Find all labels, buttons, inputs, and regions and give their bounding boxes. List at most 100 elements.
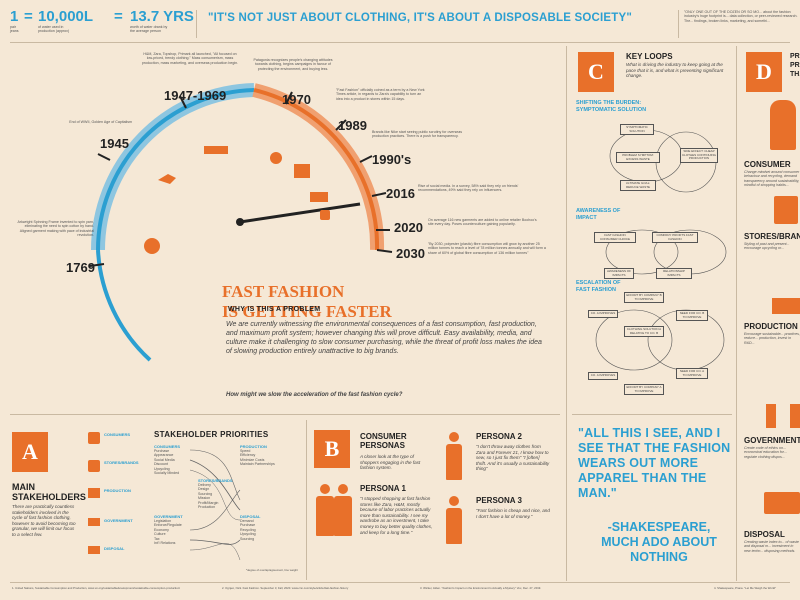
priority-consumers-label: CONSUMERS bbox=[154, 444, 181, 449]
loop-3-title: ESCALATION OF FAST FASHION bbox=[576, 280, 621, 293]
priorities-production: PRODUCTION Speed Efficiency Minimize Cos… bbox=[240, 444, 300, 467]
priority-item: Upcycling bbox=[154, 466, 170, 471]
priorities-government: GOVERNMENT Legislation Enforce/Regulate … bbox=[154, 514, 204, 545]
why-question: How might we slow the acceleration of th… bbox=[226, 392, 403, 398]
year-1947-1969: 1947-1969 bbox=[164, 88, 227, 103]
equals-sign-1: = bbox=[24, 8, 33, 25]
stakeholder-production: PRODUCTION bbox=[104, 488, 131, 493]
year-1945-note: End of WWII, Golden Age of Capitalism bbox=[69, 120, 132, 124]
spinning-frame-icon bbox=[144, 238, 160, 254]
priority-item: Production bbox=[198, 505, 216, 510]
priority-item: Efficiency bbox=[240, 453, 256, 458]
shakespeare-attribution: -SHAKESPEARE, MUCH ADO ABOUT NOTHING bbox=[601, 520, 717, 564]
top-rule bbox=[10, 42, 790, 43]
loop-2-node: COMPANY PROFITS FAST FASHION bbox=[652, 232, 698, 244]
divider-cd bbox=[736, 46, 737, 581]
year-1970: 1970 bbox=[282, 92, 311, 107]
middle-divider bbox=[566, 46, 567, 581]
stat-equation: 1 pair jeans = 10,000L of water used in … bbox=[10, 8, 195, 38]
priority-item: Socially Minded bbox=[154, 471, 180, 476]
priority-item: Economy bbox=[154, 527, 169, 532]
priority-stores-label: STORES/BRANDS bbox=[198, 478, 233, 483]
loop-1-title: SHIFTING THE BURDEN: SYMPTOMATIC SOLUTIO… bbox=[576, 100, 647, 113]
gauge-arc-orange-inner bbox=[253, 88, 380, 251]
persona-3-name: PERSONA 3 bbox=[476, 496, 522, 505]
priorities-connections bbox=[189, 449, 241, 561]
c-quote-rule bbox=[572, 414, 732, 415]
d-item-government-text: Create code of ethics on... economical e… bbox=[744, 446, 787, 459]
section-b-badge: B bbox=[314, 430, 350, 468]
gauge-hub bbox=[236, 218, 244, 226]
year-1990s: 1990's bbox=[372, 152, 412, 167]
persona-1-figure bbox=[316, 484, 352, 538]
persona-1-quote: "I stopped shopping at fast fashion stor… bbox=[360, 496, 433, 535]
loop-1-node: SIDE EFFECT: CHEAP CLOTHES CONTINUING PR… bbox=[680, 148, 718, 163]
stat-pair-label: pair jeans bbox=[10, 25, 19, 34]
top-divider-right bbox=[678, 10, 679, 38]
section-b-title: CONSUMER PERSONAS bbox=[360, 432, 407, 450]
d-item-stores-name: STORES/BRAN... bbox=[744, 232, 800, 241]
section-c-title: KEY LOOPS bbox=[626, 52, 673, 61]
footer-rule bbox=[10, 582, 790, 583]
equals-sign-2: = bbox=[114, 8, 123, 25]
section-d-title: PR... PR... TH... bbox=[790, 53, 800, 78]
d-item-production-name: PRODUCTION bbox=[744, 322, 798, 331]
d-item-government-name: GOVERNMENT bbox=[744, 436, 800, 445]
priority-item: Appearance bbox=[154, 453, 174, 458]
priority-item: Recycling bbox=[240, 527, 256, 532]
stat-years-number: 13.7 YRS bbox=[130, 8, 194, 25]
priority-item: Tax bbox=[154, 536, 160, 541]
top-divider bbox=[196, 10, 197, 38]
priority-item: Speed bbox=[240, 449, 251, 453]
loop-3-node: NEED FOR CO. B TO IMPROVE bbox=[676, 310, 708, 322]
d-item-consumer-name: CONSUMER bbox=[744, 160, 791, 169]
priority-government-label: GOVERNMENT bbox=[154, 514, 183, 519]
priorities-footnote: *degree of overlap/agreement, line weigh… bbox=[246, 568, 298, 572]
section-b-intro: A closer look at the type of shoppers en… bbox=[360, 454, 421, 471]
main-title: FAST FASHION IS GETTING FASTER bbox=[222, 282, 392, 322]
section-a-body: There are practically countless stakehol… bbox=[12, 504, 76, 537]
year-2016: 2016 bbox=[386, 186, 415, 201]
d-item-consumer-text: Change mindset around consumer behaviour… bbox=[744, 170, 800, 188]
year-1989-note: "Fast Fashion" officially coined as a te… bbox=[336, 88, 425, 101]
loop-2-node: FAST FASHION CONSUMER CHOICE bbox=[594, 232, 636, 244]
loop-3-node: NEED FOR CO. A TO IMPROVE bbox=[676, 368, 708, 380]
gauge-arc-blue-inner bbox=[96, 88, 255, 251]
timeline-gauge bbox=[89, 83, 393, 362]
d-item-production-text: Encourage sustainable... practices, redu… bbox=[744, 332, 800, 345]
stat-pair-number: 1 bbox=[10, 8, 19, 25]
section-a-badge: A bbox=[12, 432, 48, 472]
priority-item: Maintain Partnerships bbox=[240, 462, 275, 467]
priority-item: Sourcing bbox=[240, 536, 255, 541]
persona-2-figure bbox=[446, 432, 462, 482]
section-c-intro: What is driving the industry to keep goi… bbox=[626, 62, 724, 79]
persona-2-name: PERSONA 2 bbox=[476, 432, 522, 441]
year-2030: 2030 bbox=[396, 246, 425, 261]
production-icon bbox=[88, 488, 100, 498]
persona-3-quote: "Fast fashion is cheap and nice, and I d… bbox=[476, 508, 550, 519]
year-1990s-note: Brands like Nike start seeing public scr… bbox=[372, 130, 463, 139]
loop-3-node: EFFORT BY COMPANY A TO IMPROVE bbox=[624, 384, 664, 396]
gauge-arc-base bbox=[96, 249, 152, 362]
loop-3-node: EFFORT BY COMPANY B TO IMPROVE bbox=[624, 292, 664, 304]
priority-item: Demand bbox=[240, 519, 254, 523]
loop-2-title: AWARENESS OF IMPACT bbox=[576, 208, 621, 221]
year-2020: 2020 bbox=[394, 220, 423, 235]
persona-1-name: PERSONA 1 bbox=[360, 484, 406, 493]
garbage-truck-icon bbox=[764, 492, 800, 514]
loop-1-node: SYMPTOMATIC SOLUTION bbox=[620, 124, 654, 136]
year-1989: 1989 bbox=[338, 118, 367, 133]
d-item-disposal-name: DISPOSAL bbox=[744, 530, 785, 539]
factory-icon-d bbox=[772, 298, 800, 314]
loop-2-node: RELATIONSHIP IMPACTS bbox=[656, 268, 692, 280]
shakespeare-quote: "ALL THIS I SEE, AND I SEE THAT THE FASH… bbox=[578, 426, 731, 500]
factory-icon bbox=[310, 192, 328, 202]
loop-2-node: AWARENESS OF IMPACTS bbox=[604, 268, 634, 280]
why-heading: WHY IS THIS A PROBLEM bbox=[228, 306, 321, 313]
social-media-icon bbox=[320, 210, 330, 220]
priority-production-label: PRODUCTION bbox=[240, 444, 267, 449]
priorities-consumers: CONSUMERS Purchase Appearance Social Med… bbox=[154, 444, 204, 475]
year-1945: 1945 bbox=[100, 136, 129, 151]
priority-disposal-label: DISPOSAL bbox=[240, 514, 261, 519]
truck-icon bbox=[88, 546, 100, 554]
